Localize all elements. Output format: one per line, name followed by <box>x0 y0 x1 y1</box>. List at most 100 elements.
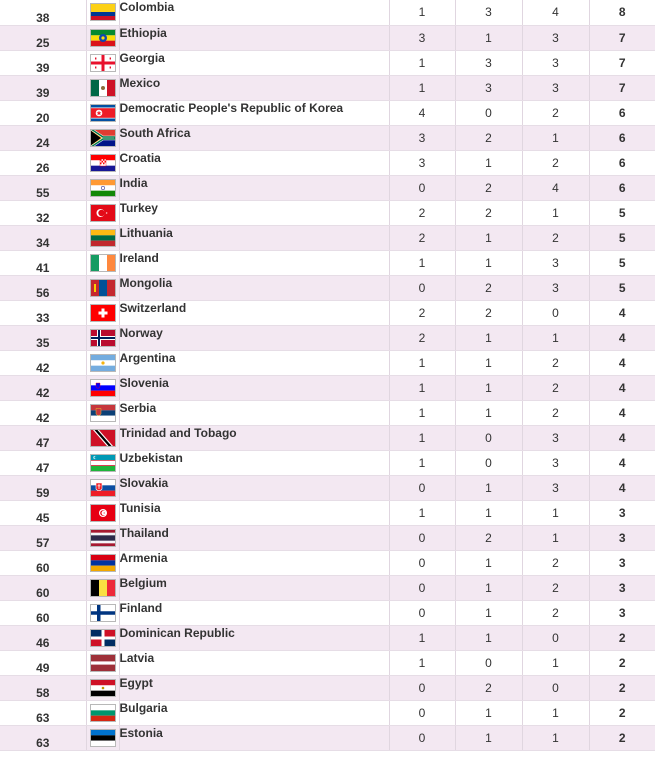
flag-uzbekistan-icon <box>89 453 116 472</box>
country-name-link[interactable]: Finland <box>119 600 390 626</box>
total-count-cell: 4 <box>589 375 655 401</box>
silver-count-cell: 2 <box>455 175 523 201</box>
gold-count-cell: 2 <box>389 300 456 326</box>
gold-count-cell: 1 <box>389 625 456 651</box>
silver-count-cell: 1 <box>455 600 523 626</box>
country-name-link[interactable]: Norway <box>119 325 390 351</box>
gold-count-cell: 0 <box>389 575 456 601</box>
total-count-cell: 4 <box>589 325 655 351</box>
rank-cell: 60 <box>0 575 87 601</box>
country-name-link[interactable]: Democratic People's Republic of Korea <box>119 100 390 126</box>
country-name-link[interactable]: Slovenia <box>119 375 390 401</box>
rank-cell: 55 <box>0 175 87 201</box>
flag-north-korea-icon <box>89 103 116 122</box>
bronze-count-cell: 2 <box>522 375 590 401</box>
country-name-link[interactable]: Serbia <box>119 400 390 426</box>
silver-count-cell: 1 <box>455 250 523 276</box>
country-name-link[interactable]: Armenia <box>119 550 390 576</box>
country-name-link[interactable]: Georgia <box>119 50 390 76</box>
country-name-link[interactable]: Dominican Republic <box>119 625 390 651</box>
table-row: 42 Slovenia 1 1 2 4 <box>0 375 655 401</box>
country-name-link[interactable]: Ireland <box>119 250 390 276</box>
flag-ireland-icon <box>89 253 116 272</box>
country-name-link[interactable]: Trinidad and Tobago <box>119 425 390 451</box>
table-row: 32 Turkey 2 2 1 5 <box>0 200 655 226</box>
flag-latvia-icon <box>89 653 116 672</box>
country-name-link[interactable]: Thailand <box>119 525 390 551</box>
country-name-link[interactable]: Slovakia <box>119 475 390 501</box>
gold-count-cell: 1 <box>389 250 456 276</box>
country-name-link[interactable]: Bulgaria <box>119 700 390 726</box>
silver-count-cell: 1 <box>455 325 523 351</box>
silver-count-cell: 0 <box>455 100 523 126</box>
total-count-cell: 4 <box>589 475 655 501</box>
flag-armenia-icon <box>89 553 116 572</box>
bronze-count-cell: 3 <box>522 275 590 301</box>
gold-count-cell: 1 <box>389 400 456 426</box>
gold-count-cell: 0 <box>389 525 456 551</box>
table-row: 60 Finland 0 1 2 3 <box>0 600 655 626</box>
country-name-link[interactable]: Mexico <box>119 75 390 101</box>
gold-count-cell: 0 <box>389 175 456 201</box>
table-row: 63 Estonia 0 1 1 2 <box>0 725 655 751</box>
gold-count-cell: 1 <box>389 75 456 101</box>
flag-ethiopia-icon <box>89 28 116 47</box>
country-name-link[interactable]: Tunisia <box>119 500 390 526</box>
flag-norway-icon <box>89 328 116 347</box>
country-name-link[interactable]: Belgium <box>119 575 390 601</box>
gold-count-cell: 0 <box>389 725 456 751</box>
silver-count-cell: 1 <box>455 550 523 576</box>
country-name-link[interactable]: Ethiopia <box>119 25 390 51</box>
country-name-link[interactable]: Argentina <box>119 350 390 376</box>
rank-cell: 47 <box>0 450 87 476</box>
total-count-cell: 7 <box>589 25 655 51</box>
country-name-link[interactable]: India <box>119 175 390 201</box>
bronze-count-cell: 1 <box>522 500 590 526</box>
total-count-cell: 3 <box>589 525 655 551</box>
flag-finland-icon <box>89 603 116 622</box>
country-name-link[interactable]: Latvia <box>119 650 390 676</box>
table-row: 49 Latvia 1 0 1 2 <box>0 650 655 676</box>
table-row: 42 Argentina 1 1 2 4 <box>0 350 655 376</box>
country-name-link[interactable]: Estonia <box>119 725 390 751</box>
total-count-cell: 4 <box>589 350 655 376</box>
rank-cell: 60 <box>0 600 87 626</box>
bronze-count-cell: 0 <box>522 675 590 701</box>
flag-dominican-republic-icon <box>89 628 116 647</box>
bronze-count-cell: 1 <box>522 700 590 726</box>
total-count-cell: 3 <box>589 600 655 626</box>
bronze-count-cell: 3 <box>522 425 590 451</box>
silver-count-cell: 2 <box>455 525 523 551</box>
country-name-link[interactable]: Egypt <box>119 675 390 701</box>
total-count-cell: 3 <box>589 500 655 526</box>
country-name-link[interactable]: Switzerland <box>119 300 390 326</box>
country-name-link[interactable]: Colombia <box>119 0 390 26</box>
silver-count-cell: 1 <box>455 500 523 526</box>
bronze-count-cell: 3 <box>522 50 590 76</box>
country-name-link[interactable]: Lithuania <box>119 225 390 251</box>
silver-count-cell: 1 <box>455 725 523 751</box>
gold-count-cell: 3 <box>389 25 456 51</box>
country-name-link[interactable]: Turkey <box>119 200 390 226</box>
gold-count-cell: 0 <box>389 550 456 576</box>
table-row: 25 Ethiopia 3 1 3 7 <box>0 25 655 51</box>
country-name-link[interactable]: Mongolia <box>119 275 390 301</box>
rank-cell: 57 <box>0 525 87 551</box>
country-name-link[interactable]: South Africa <box>119 125 390 151</box>
flag-trinidad-and-tobago-icon <box>89 428 116 447</box>
country-name-link[interactable]: Uzbekistan <box>119 450 390 476</box>
bronze-count-cell: 0 <box>522 625 590 651</box>
flag-mexico-icon <box>89 78 116 97</box>
bronze-count-cell: 0 <box>522 300 590 326</box>
flag-switzerland-icon <box>89 303 116 322</box>
bronze-count-cell: 3 <box>522 450 590 476</box>
silver-count-cell: 2 <box>455 300 523 326</box>
rank-cell: 32 <box>0 200 87 226</box>
medal-table-body: 38 Colombia 1 3 4 8 25 Ethiopia 3 1 3 7 39 Georgia 1 3 3… <box>0 0 655 751</box>
table-row: 57 Thailand 0 2 1 3 <box>0 525 655 551</box>
flag-south-africa-icon <box>89 128 116 147</box>
gold-count-cell: 1 <box>389 450 456 476</box>
table-row: 59 Slovakia 0 1 3 4 <box>0 475 655 501</box>
bronze-count-cell: 3 <box>522 25 590 51</box>
country-name-link[interactable]: Croatia <box>119 150 390 176</box>
